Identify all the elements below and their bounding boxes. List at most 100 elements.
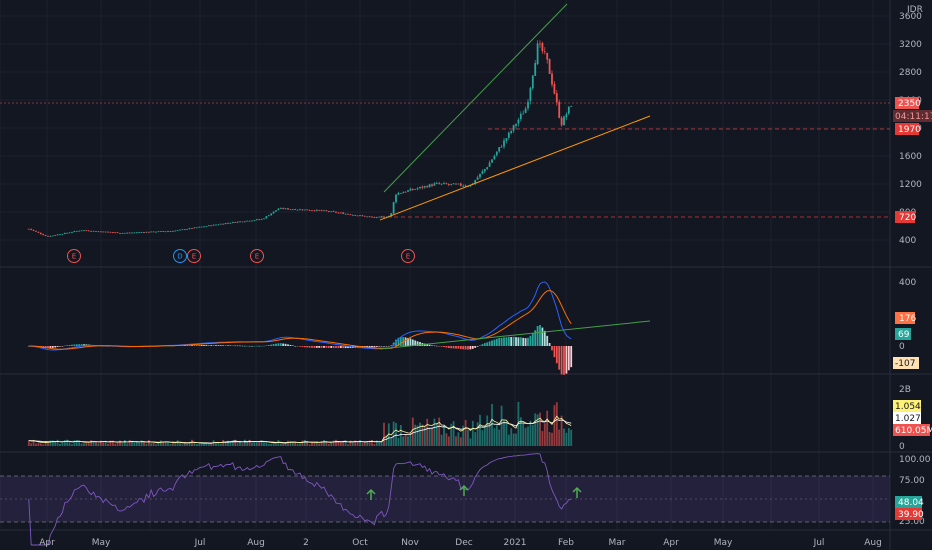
volume-bar	[277, 440, 280, 446]
rsi-axis[interactable]: 100.00 75.00 25.00	[899, 455, 931, 527]
candle	[167, 231, 169, 232]
macd-bar	[344, 346, 347, 349]
macd-axis[interactable]: 400 0	[899, 278, 916, 352]
lower-trendline[interactable]	[379, 115, 651, 221]
macd-bar	[258, 345, 261, 347]
macd-bar	[387, 345, 390, 347]
macd-bar	[299, 346, 301, 347]
candle	[54, 235, 57, 236]
macd-bar	[186, 345, 189, 346]
svg-text:1.027B: 1.027B	[895, 414, 927, 424]
event-marker-earnings[interactable]: E	[67, 249, 81, 263]
volume-bar	[471, 420, 474, 446]
volume-bar	[524, 427, 527, 446]
candle	[342, 212, 345, 214]
candle	[541, 42, 544, 52]
macd-bar	[378, 346, 381, 347]
candle	[289, 209, 292, 211]
volume-bar	[431, 426, 433, 446]
macd-bar	[409, 338, 412, 346]
macd-bar	[469, 346, 472, 350]
macd-bar	[193, 345, 196, 346]
macd-bar	[536, 326, 539, 346]
volume-bar	[323, 439, 325, 446]
macd-bar	[522, 337, 525, 346]
candle	[399, 193, 402, 194]
volume-bar	[212, 440, 215, 446]
candle	[191, 228, 193, 229]
macd-bar	[227, 345, 229, 346]
volume-bar	[80, 443, 83, 446]
macd-bar	[234, 345, 237, 347]
macd-bar	[294, 345, 297, 347]
time-label: Aug	[247, 538, 265, 548]
macd-trendline[interactable]	[379, 320, 651, 350]
event-marker-earnings[interactable]: E	[401, 249, 415, 263]
candle	[215, 224, 217, 226]
macd-bar	[332, 346, 335, 348]
upper-trendline[interactable]	[383, 3, 568, 193]
candle	[539, 43, 541, 45]
candle	[183, 229, 186, 231]
volume-bar	[303, 439, 306, 446]
candle	[291, 209, 294, 211]
macd-bar	[491, 340, 493, 346]
candle	[263, 218, 265, 220]
candle	[87, 230, 90, 232]
candle	[416, 188, 419, 190]
macd-bar	[267, 345, 270, 346]
candle	[179, 229, 181, 231]
candle	[318, 209, 321, 211]
candle	[299, 209, 301, 211]
volume-bar	[313, 442, 316, 446]
volume-axis[interactable]: 2B 0	[899, 385, 911, 452]
macd-bar	[356, 346, 359, 348]
event-marker-earnings[interactable]: E	[250, 249, 264, 263]
candle	[426, 186, 429, 188]
volume-bar	[260, 440, 263, 446]
event-marker-earnings[interactable]: E	[187, 249, 201, 263]
macd-bar	[404, 337, 407, 346]
candle	[560, 117, 563, 126]
macd-bar	[183, 345, 186, 346]
macd-bar	[188, 345, 191, 346]
candle	[368, 216, 371, 218]
macd-bar	[534, 330, 537, 346]
macd-bar	[243, 345, 246, 347]
candle	[47, 235, 49, 237]
candle	[255, 219, 258, 221]
candle	[435, 183, 438, 184]
candle	[35, 230, 37, 232]
candle	[459, 183, 462, 186]
price-tick: 2800	[899, 68, 922, 78]
macd-bar	[231, 345, 234, 346]
macd-tick: 0	[899, 342, 905, 352]
macd-bar	[500, 337, 503, 346]
candle	[63, 232, 66, 235]
time-axis[interactable]: Apr May Jul Aug 2 Oct Nov Dec 2021 Feb M…	[39, 538, 882, 548]
candle	[517, 119, 520, 124]
candle	[282, 208, 285, 209]
candle	[366, 216, 369, 218]
volume-bar	[450, 423, 453, 446]
event-marker-dividend[interactable]: D	[173, 249, 187, 263]
macd-bar	[224, 345, 227, 346]
macd-bar	[371, 346, 373, 348]
candle	[248, 220, 251, 222]
macd-bar	[337, 346, 340, 349]
volume-bar	[203, 443, 205, 446]
candle	[121, 232, 124, 234]
volume-bar	[111, 440, 114, 446]
volume-bar	[474, 432, 477, 446]
volume-bar	[385, 435, 388, 446]
candle	[78, 230, 81, 232]
macd-bar	[255, 345, 258, 347]
volume-ma-slow-tag: 1.027B	[893, 412, 927, 424]
time-label: Feb	[558, 538, 574, 548]
volume-bar	[42, 444, 45, 446]
volume-bar	[308, 444, 311, 446]
macd-bar	[373, 346, 376, 348]
candle	[536, 43, 539, 65]
